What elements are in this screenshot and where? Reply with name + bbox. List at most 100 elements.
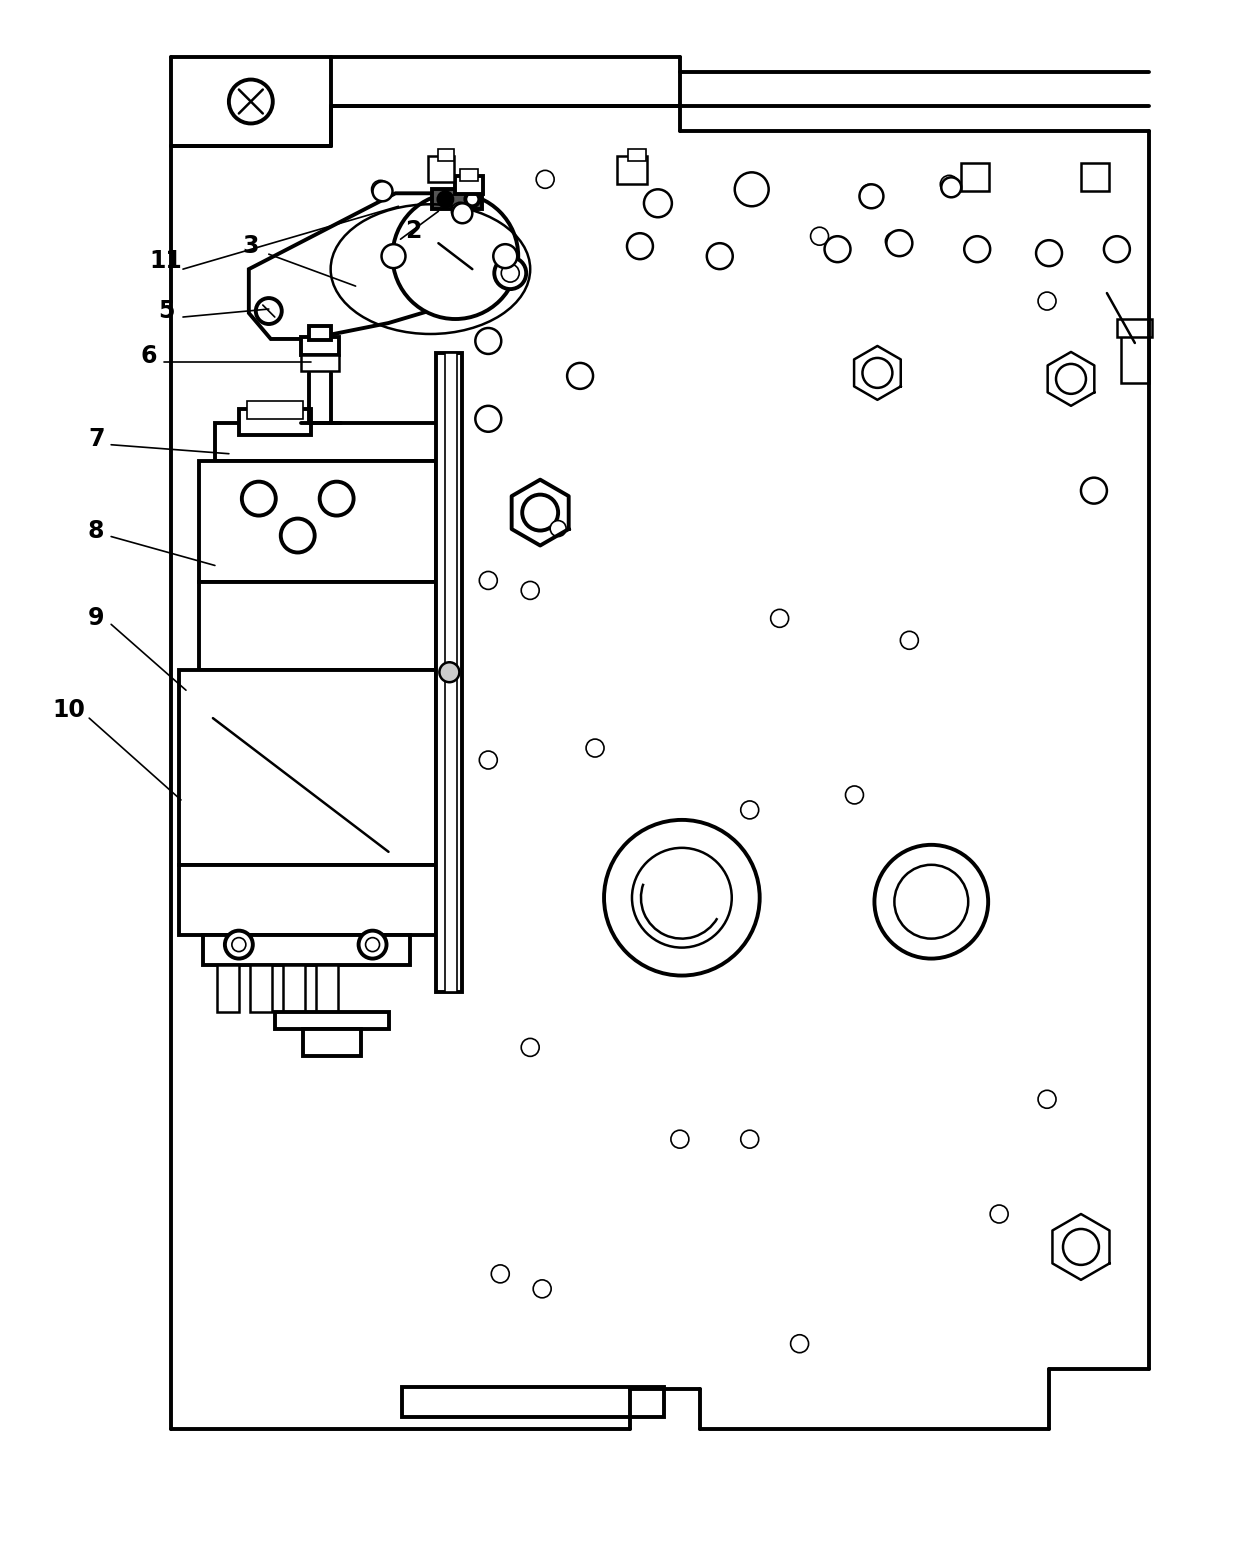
Circle shape	[991, 1205, 1008, 1224]
Circle shape	[1063, 1228, 1099, 1265]
Text: 9: 9	[88, 606, 104, 630]
Bar	[283, 965, 305, 1012]
Circle shape	[1104, 237, 1130, 261]
Bar	[179, 670, 436, 865]
Circle shape	[320, 481, 353, 515]
Circle shape	[372, 181, 389, 198]
Circle shape	[366, 937, 379, 951]
Bar	[249, 965, 272, 1012]
Circle shape	[533, 1279, 551, 1298]
Circle shape	[536, 170, 554, 189]
Circle shape	[1081, 478, 1107, 504]
Circle shape	[451, 203, 469, 220]
Bar	[239, 408, 311, 435]
Circle shape	[229, 79, 273, 124]
Circle shape	[453, 203, 472, 223]
Bar	[460, 169, 479, 181]
Bar	[1117, 319, 1152, 337]
Circle shape	[940, 175, 959, 193]
Circle shape	[632, 848, 732, 948]
Text: 6: 6	[141, 343, 157, 368]
Text: 10: 10	[53, 698, 86, 722]
Circle shape	[465, 192, 480, 206]
Circle shape	[522, 495, 558, 531]
Circle shape	[941, 178, 961, 198]
Bar	[198, 461, 436, 582]
Bar	[403, 1386, 663, 1417]
Text: 2: 2	[405, 220, 422, 243]
Bar	[1081, 164, 1109, 192]
Text: 3: 3	[243, 234, 259, 258]
Circle shape	[587, 739, 604, 756]
Bar	[316, 965, 337, 1012]
Bar	[439, 150, 454, 161]
Circle shape	[551, 521, 567, 537]
Circle shape	[439, 662, 459, 682]
Circle shape	[232, 937, 246, 951]
Circle shape	[495, 257, 526, 289]
Bar	[455, 176, 484, 195]
Circle shape	[970, 243, 988, 260]
Bar	[1121, 331, 1148, 382]
Circle shape	[475, 328, 501, 354]
Circle shape	[521, 1038, 539, 1057]
Bar	[301, 354, 339, 371]
Circle shape	[439, 192, 453, 206]
Circle shape	[740, 1131, 759, 1148]
Bar	[433, 189, 482, 209]
Polygon shape	[249, 193, 502, 339]
Text: 5: 5	[157, 299, 175, 323]
Circle shape	[846, 786, 863, 804]
Circle shape	[740, 801, 759, 818]
Circle shape	[1056, 364, 1086, 394]
Circle shape	[1037, 240, 1061, 266]
Circle shape	[811, 227, 828, 244]
Circle shape	[372, 181, 393, 201]
Circle shape	[627, 234, 653, 260]
Circle shape	[567, 364, 593, 388]
Circle shape	[475, 405, 501, 432]
Circle shape	[859, 184, 883, 209]
Text: 7: 7	[88, 427, 104, 450]
Circle shape	[224, 931, 253, 959]
Bar	[429, 156, 454, 183]
Bar	[198, 582, 436, 670]
Circle shape	[242, 481, 275, 515]
Text: 11: 11	[150, 249, 182, 274]
Circle shape	[280, 518, 315, 552]
Bar	[627, 150, 646, 161]
Circle shape	[740, 178, 759, 195]
Bar	[618, 156, 647, 184]
Circle shape	[501, 265, 520, 282]
Circle shape	[825, 237, 851, 261]
Circle shape	[480, 571, 497, 589]
Circle shape	[707, 243, 733, 269]
Circle shape	[358, 931, 387, 959]
Circle shape	[887, 231, 913, 257]
Circle shape	[900, 631, 919, 650]
Bar	[203, 934, 410, 965]
Circle shape	[863, 357, 893, 388]
Bar	[445, 353, 458, 992]
Circle shape	[735, 172, 769, 206]
Bar	[961, 164, 990, 192]
Circle shape	[491, 1265, 510, 1282]
Bar	[301, 337, 339, 354]
Circle shape	[255, 299, 281, 323]
Circle shape	[965, 237, 991, 261]
Circle shape	[671, 1131, 689, 1148]
Text: 8: 8	[88, 518, 104, 543]
Circle shape	[604, 820, 760, 976]
Circle shape	[894, 865, 968, 939]
Bar	[275, 1012, 388, 1029]
Circle shape	[651, 192, 668, 210]
Bar	[436, 353, 463, 992]
Circle shape	[521, 582, 539, 599]
Bar	[215, 422, 443, 461]
Circle shape	[861, 184, 878, 203]
Bar	[309, 326, 331, 340]
Circle shape	[771, 610, 789, 628]
Bar	[247, 401, 303, 419]
Bar	[303, 1029, 361, 1057]
Circle shape	[1038, 292, 1056, 309]
